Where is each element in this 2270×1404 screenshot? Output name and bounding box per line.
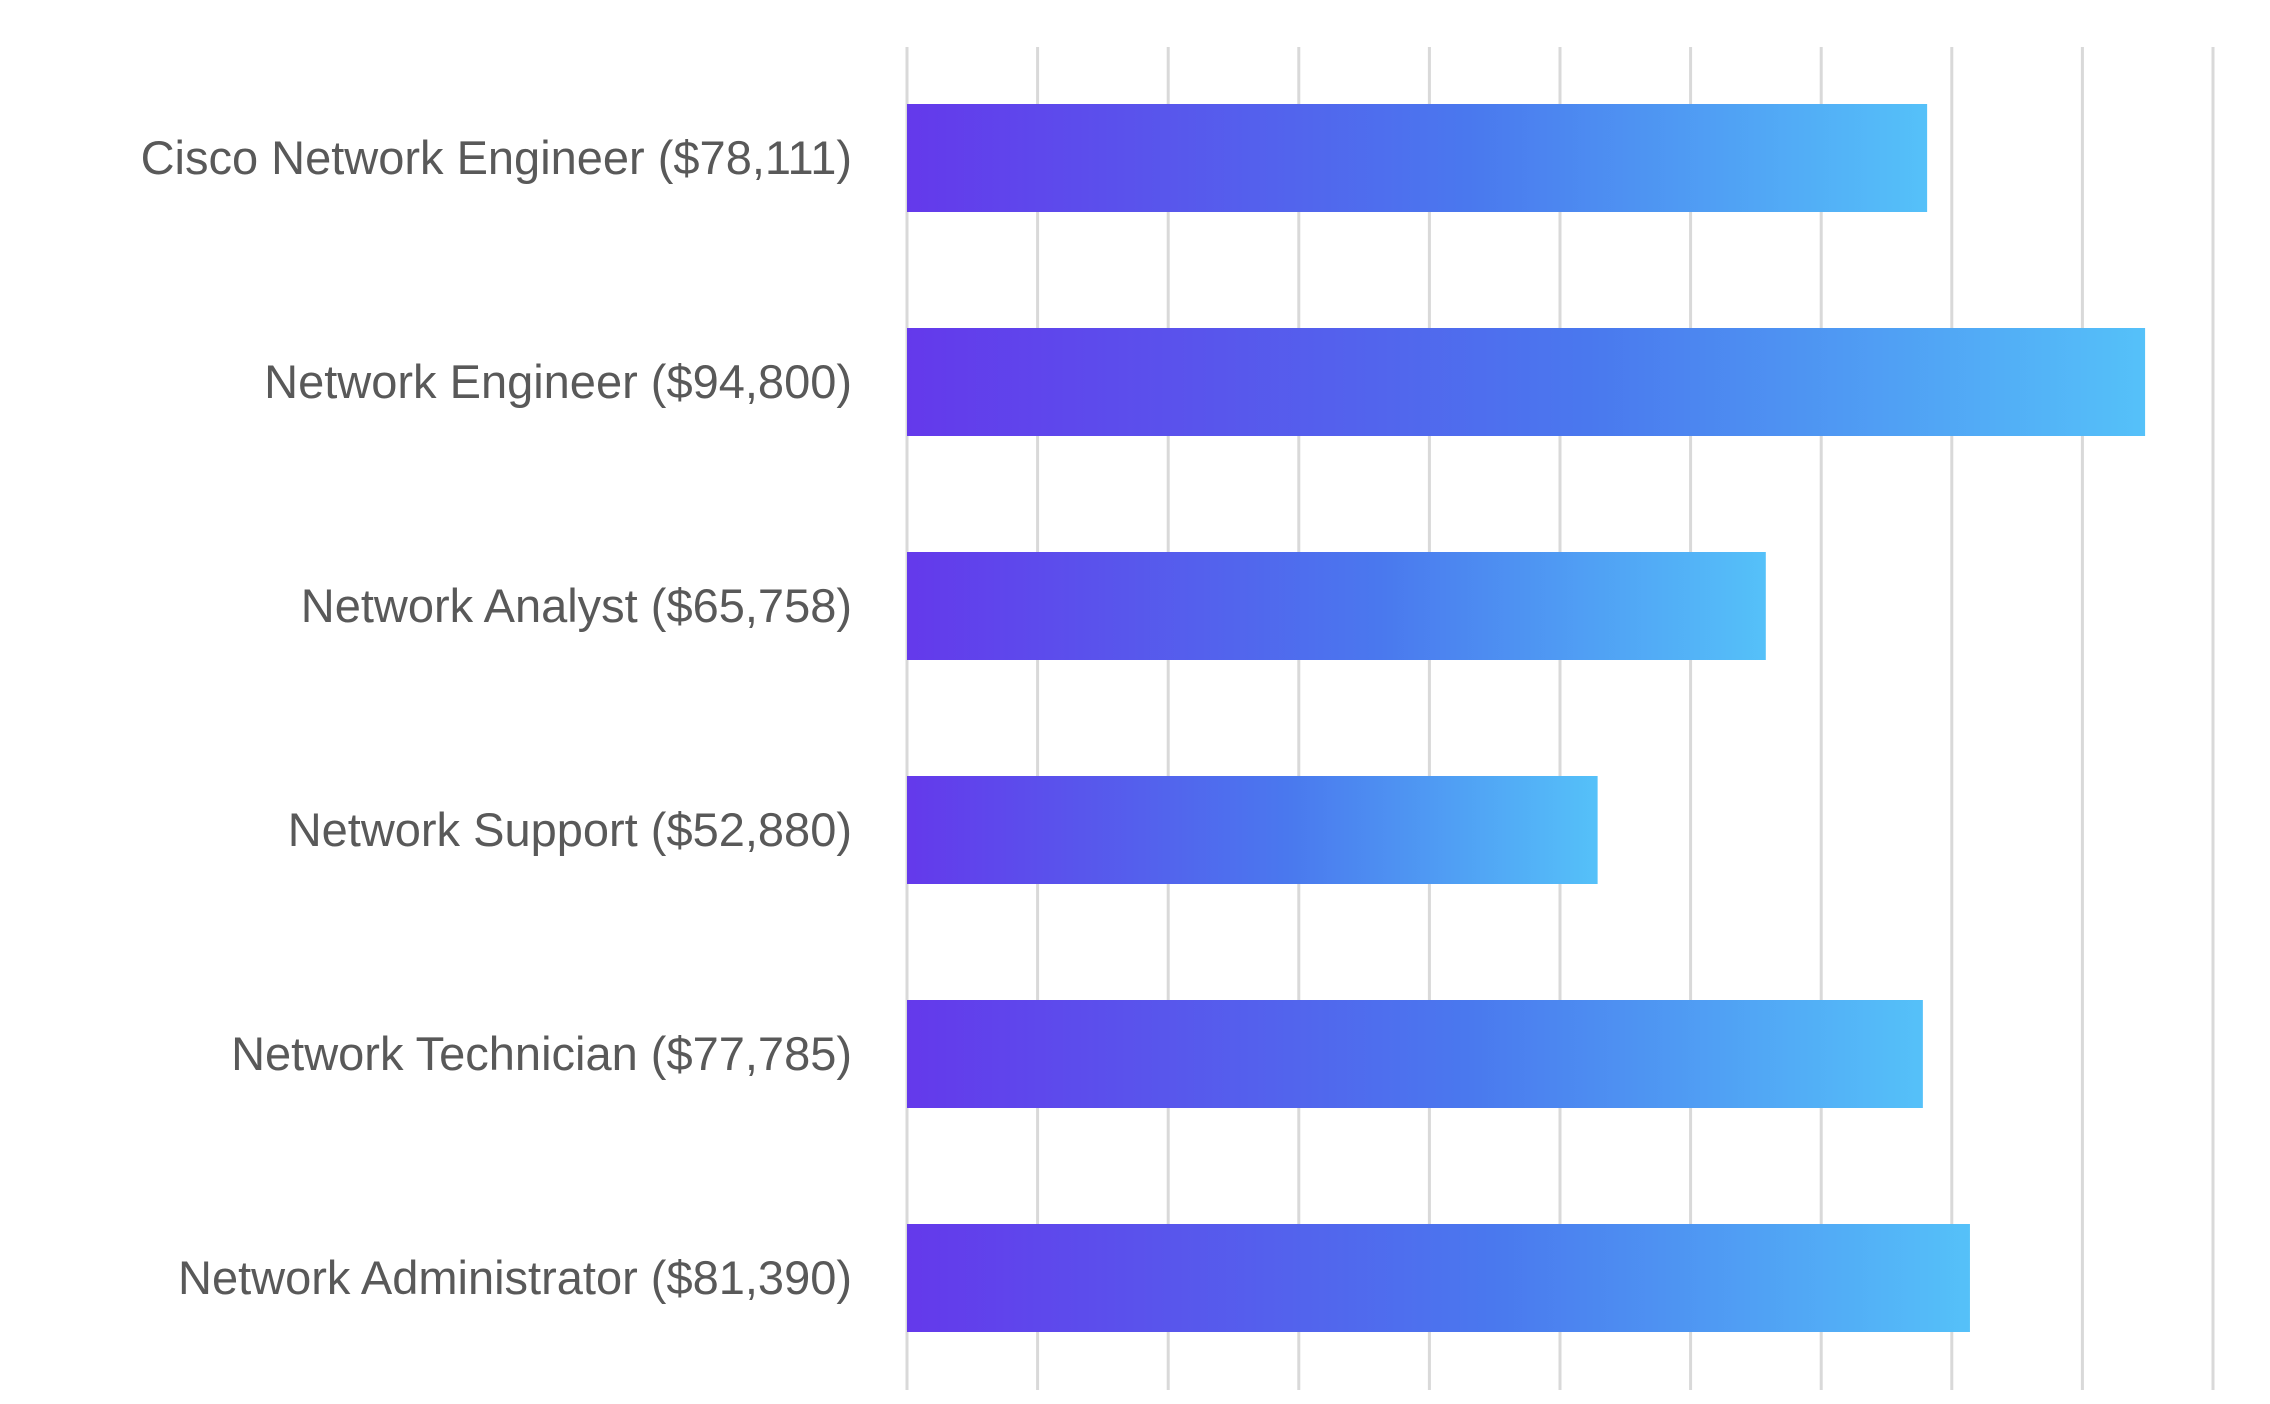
gridlines [905, 47, 2215, 1390]
bar [907, 1224, 1970, 1332]
category-label: Network Technician ($77,785) [231, 1027, 852, 1080]
category-label: Cisco Network Engineer ($78,111) [141, 131, 852, 184]
bar [907, 328, 2146, 436]
bars [907, 104, 2146, 1332]
category-label: Network Administrator ($81,390) [178, 1251, 852, 1304]
category-label: Network Engineer ($94,800) [264, 355, 852, 408]
bar [907, 552, 1766, 660]
bar [907, 1000, 1923, 1108]
bar [907, 104, 1928, 212]
bar [907, 776, 1598, 884]
category-label: Network Support ($52,880) [288, 803, 852, 856]
category-label: Network Analyst ($65,758) [301, 579, 852, 632]
category-labels: Cisco Network Engineer ($78,111) Network … [141, 131, 852, 1304]
